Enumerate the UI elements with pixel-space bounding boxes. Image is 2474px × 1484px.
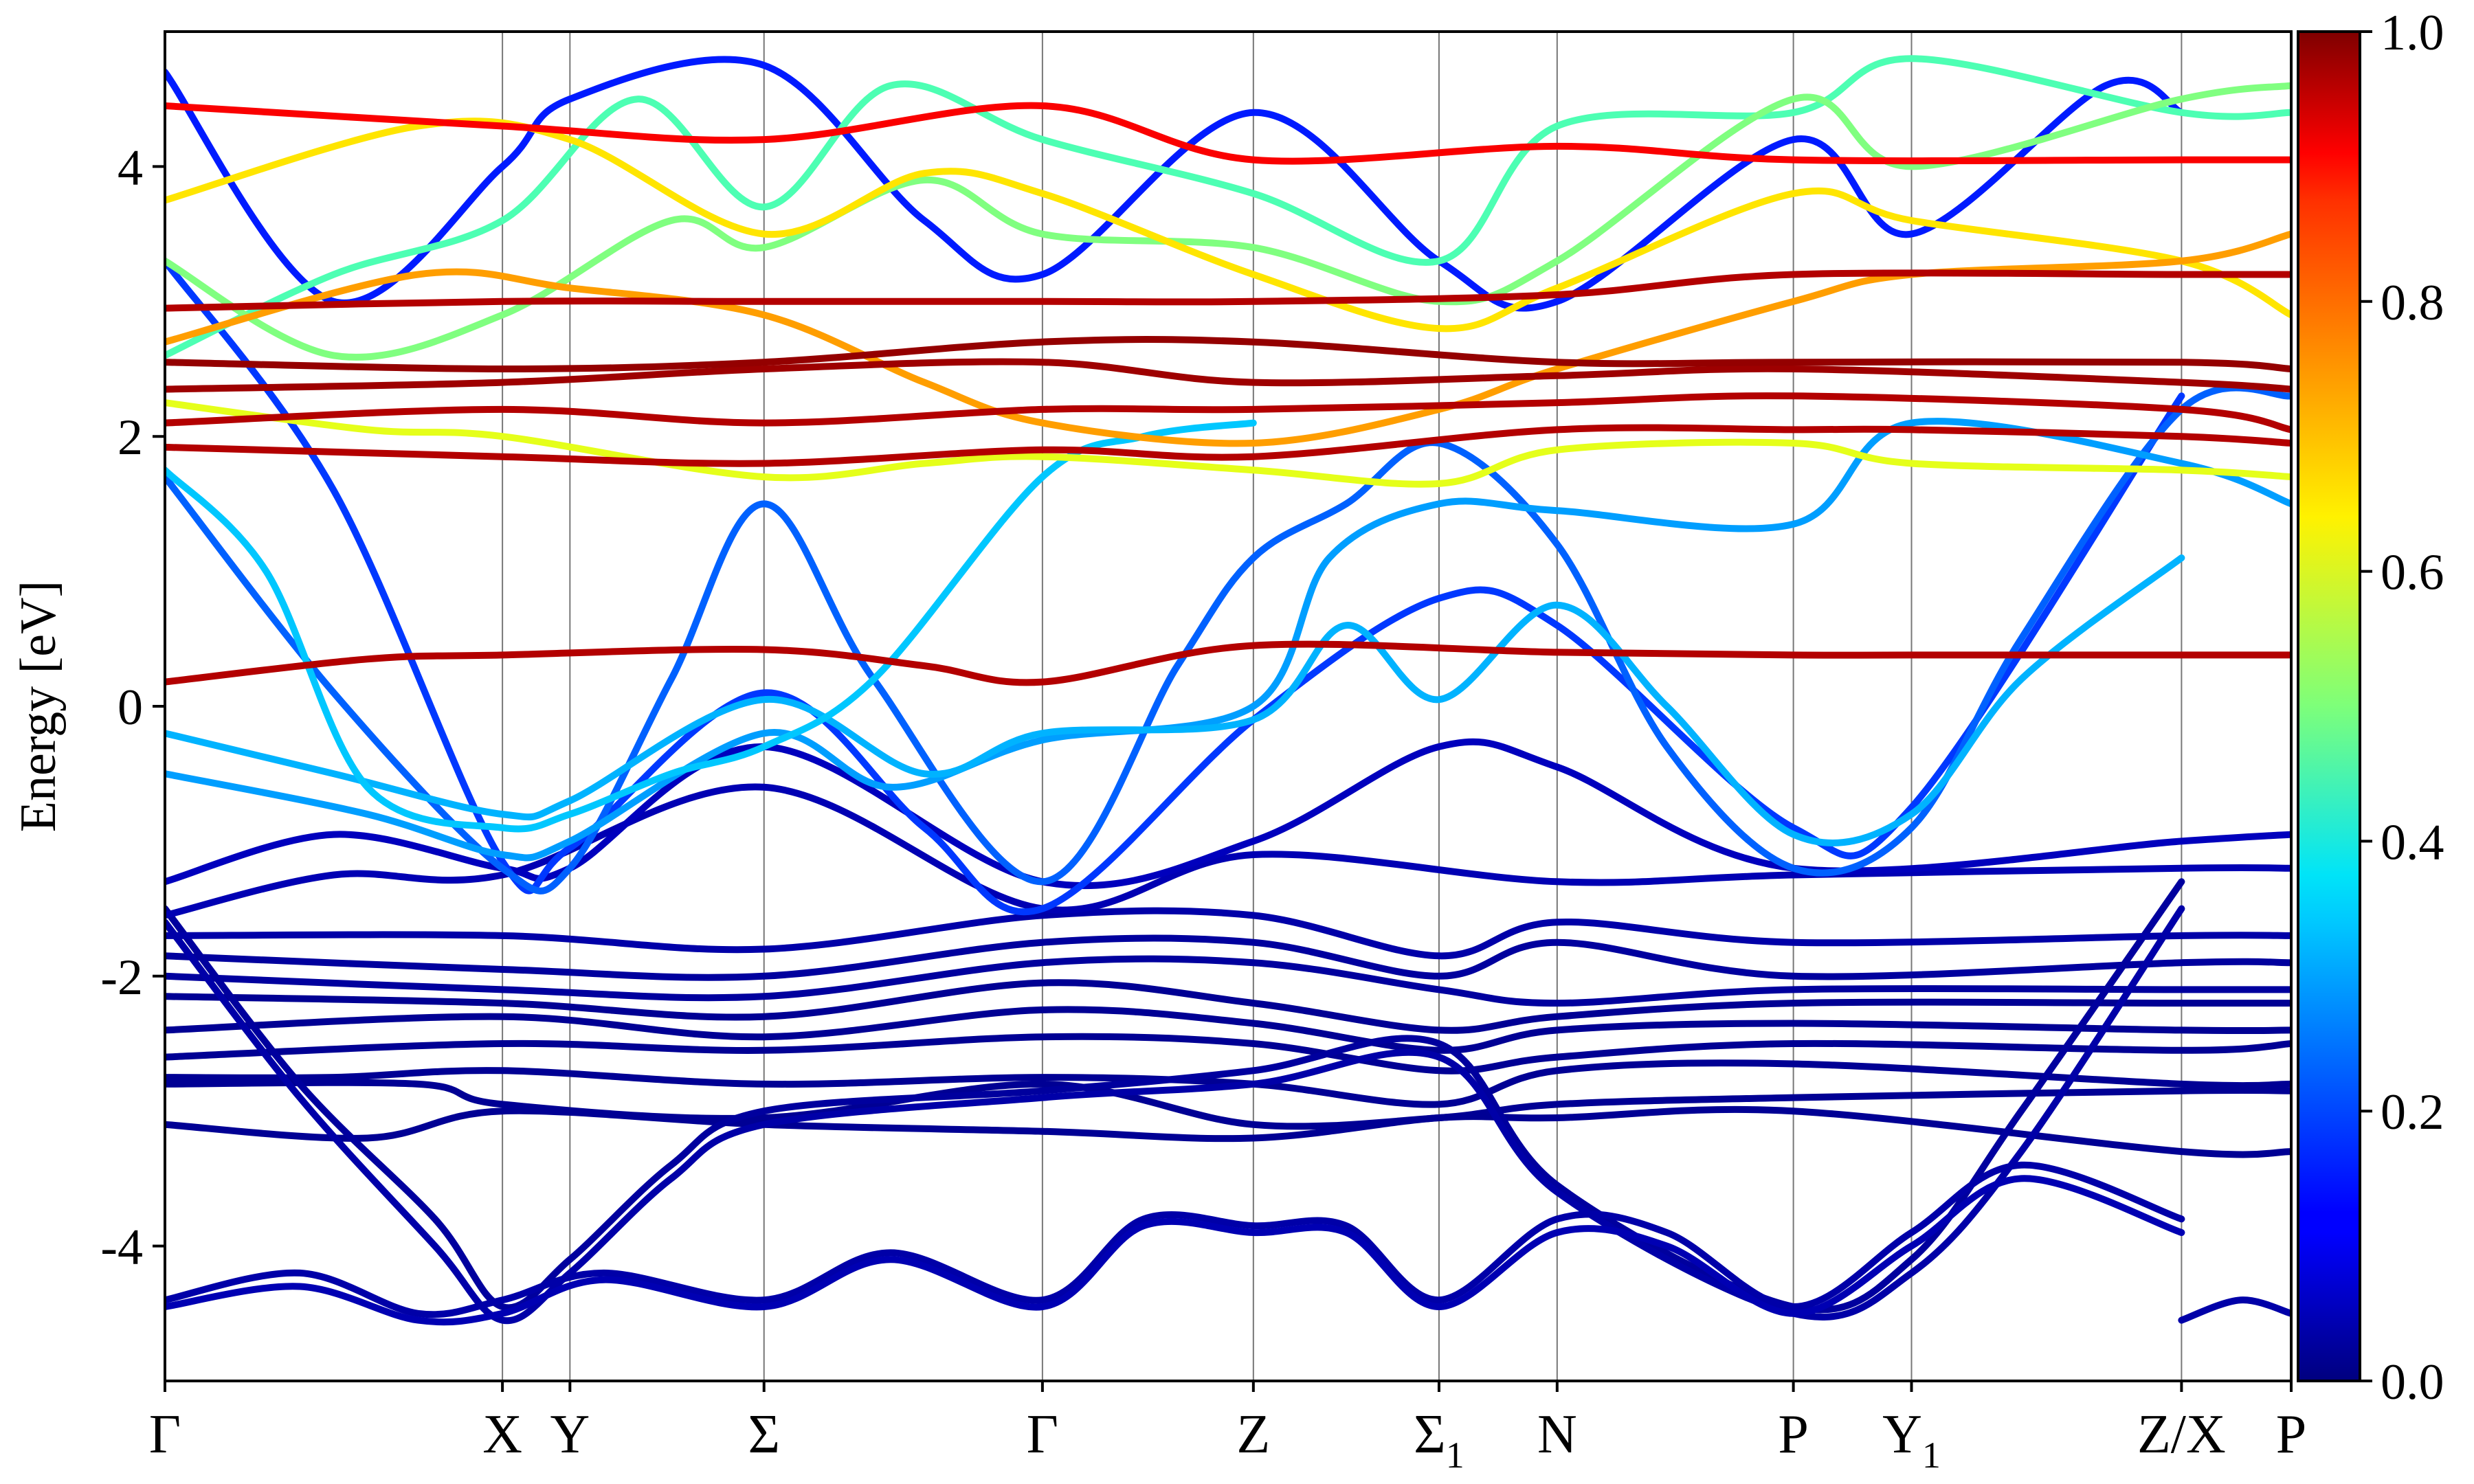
band-line bbox=[165, 783, 2291, 919]
band-line bbox=[165, 1079, 2291, 1130]
colorbar-tick-label: 1.0 bbox=[2381, 5, 2444, 61]
band-line bbox=[165, 1161, 2185, 1318]
band-line bbox=[165, 554, 2185, 846]
band-line bbox=[165, 979, 2291, 1034]
kpoint-label: Σ bbox=[748, 1404, 780, 1465]
band-line bbox=[165, 55, 2291, 359]
colorbar-tick-label: 0.6 bbox=[2381, 545, 2444, 601]
colorbar-tick-label: 0.8 bbox=[2381, 275, 2444, 331]
band-line bbox=[165, 336, 2291, 372]
band-lines bbox=[165, 55, 2291, 1326]
y-tick-label: -2 bbox=[100, 949, 143, 1006]
band-line bbox=[165, 399, 2291, 488]
band-line bbox=[165, 392, 2291, 434]
band-line bbox=[165, 905, 2185, 1325]
kpoint-label: Z bbox=[1236, 1404, 1270, 1465]
band-line bbox=[165, 955, 2291, 1007]
colorbar-axis: 1.0 0.8 0.6 0.4 0.2 0.0 bbox=[2360, 5, 2444, 1410]
band-line bbox=[165, 878, 2185, 1314]
band-line bbox=[165, 424, 2291, 467]
y-axis-label: Energy [eV] bbox=[10, 581, 67, 832]
band-line bbox=[165, 269, 2291, 312]
kpoint-label: Y1 bbox=[1882, 1404, 1941, 1476]
colorbar-tick-label: 0.0 bbox=[2381, 1354, 2444, 1410]
kpoint-label: X bbox=[482, 1404, 522, 1465]
colorbar-tick-label: 0.2 bbox=[2381, 1084, 2444, 1140]
band-line bbox=[165, 56, 2185, 312]
colorbar-gradient bbox=[2297, 30, 2361, 1382]
colorbar-tick-label: 0.4 bbox=[2381, 814, 2444, 870]
y-tick-label: 4 bbox=[118, 139, 143, 196]
kpoint-label: Γ bbox=[1027, 1404, 1058, 1465]
kpoint-label: P bbox=[1778, 1404, 1809, 1465]
y-tick-label: 0 bbox=[118, 679, 143, 736]
kpoint-label: P bbox=[2276, 1404, 2307, 1465]
band-line bbox=[165, 1175, 2185, 1326]
kpoint-label: Σ1 bbox=[1414, 1404, 1464, 1476]
kpoint-label: Y bbox=[550, 1404, 590, 1465]
band-line bbox=[165, 640, 2291, 686]
band-line bbox=[165, 418, 2291, 862]
band-line bbox=[165, 934, 2291, 981]
band-line bbox=[165, 102, 2291, 165]
band-line bbox=[165, 358, 2291, 393]
kpoint-label: Z/X bbox=[2137, 1404, 2226, 1465]
band-line bbox=[165, 384, 2291, 895]
kpoint-label: N bbox=[1537, 1404, 1577, 1465]
band-line bbox=[165, 117, 2291, 333]
y-axis: 4 2 0 -2 -4 bbox=[100, 139, 165, 1276]
y-tick-label: -4 bbox=[100, 1219, 143, 1276]
band-line bbox=[165, 1006, 2291, 1054]
band-line bbox=[165, 1105, 2291, 1158]
band-line bbox=[165, 1033, 2291, 1075]
y-tick-label: 2 bbox=[118, 409, 143, 466]
kpoint-label: Γ bbox=[149, 1404, 181, 1465]
x-axis: Γ X Y Σ Γ Z Σ1 N P Y1 Z/X P bbox=[149, 1381, 2306, 1476]
band-line bbox=[165, 907, 2291, 960]
band-line bbox=[2178, 1296, 2291, 1324]
